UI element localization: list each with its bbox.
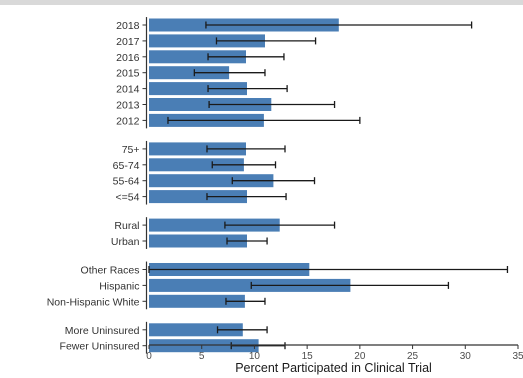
bar bbox=[149, 82, 247, 96]
bar bbox=[149, 278, 351, 292]
x-axis-title: Percent Participated in Clinical Trial bbox=[235, 361, 432, 375]
bar bbox=[149, 142, 246, 156]
category-label: Fewer Uninsured bbox=[60, 341, 140, 353]
category-label: 2012 bbox=[116, 115, 140, 127]
bar bbox=[149, 66, 230, 80]
category-label: 2016 bbox=[116, 52, 140, 64]
bar bbox=[149, 158, 244, 172]
bar bbox=[149, 50, 246, 64]
bar bbox=[149, 323, 243, 337]
category-label: 2018 bbox=[116, 20, 140, 32]
category-label: 2013 bbox=[116, 100, 140, 112]
bar bbox=[149, 190, 247, 204]
x-tick-label: 20 bbox=[354, 351, 366, 362]
bar bbox=[149, 294, 245, 308]
x-tick-label: 35 bbox=[512, 351, 523, 362]
bar bbox=[149, 174, 274, 188]
category-label: Other Races bbox=[81, 265, 140, 277]
category-label: Non-Hispanic White bbox=[47, 296, 140, 308]
category-label: 75+ bbox=[122, 144, 140, 156]
category-label: 2015 bbox=[116, 68, 140, 80]
category-label: Rural bbox=[114, 220, 139, 232]
bar bbox=[149, 234, 247, 248]
category-label: More Uninsured bbox=[65, 325, 140, 337]
x-tick-label: 15 bbox=[302, 351, 314, 362]
top-border bbox=[0, 0, 523, 5]
category-label: <=54 bbox=[116, 192, 140, 204]
category-label: Urban bbox=[111, 236, 140, 248]
bar bbox=[149, 218, 280, 232]
x-tick-label: 25 bbox=[407, 351, 419, 362]
category-label: 2017 bbox=[116, 36, 140, 48]
x-tick-label: 30 bbox=[460, 351, 472, 362]
category-label: Hispanic bbox=[99, 280, 139, 292]
x-tick-label: 5 bbox=[199, 351, 205, 362]
x-tick-label: 0 bbox=[146, 351, 152, 362]
category-label: 55-64 bbox=[113, 176, 140, 188]
x-tick-label: 10 bbox=[249, 351, 261, 362]
category-label: 2014 bbox=[116, 84, 140, 96]
bar bbox=[149, 34, 265, 48]
category-label: 65-74 bbox=[113, 160, 140, 172]
